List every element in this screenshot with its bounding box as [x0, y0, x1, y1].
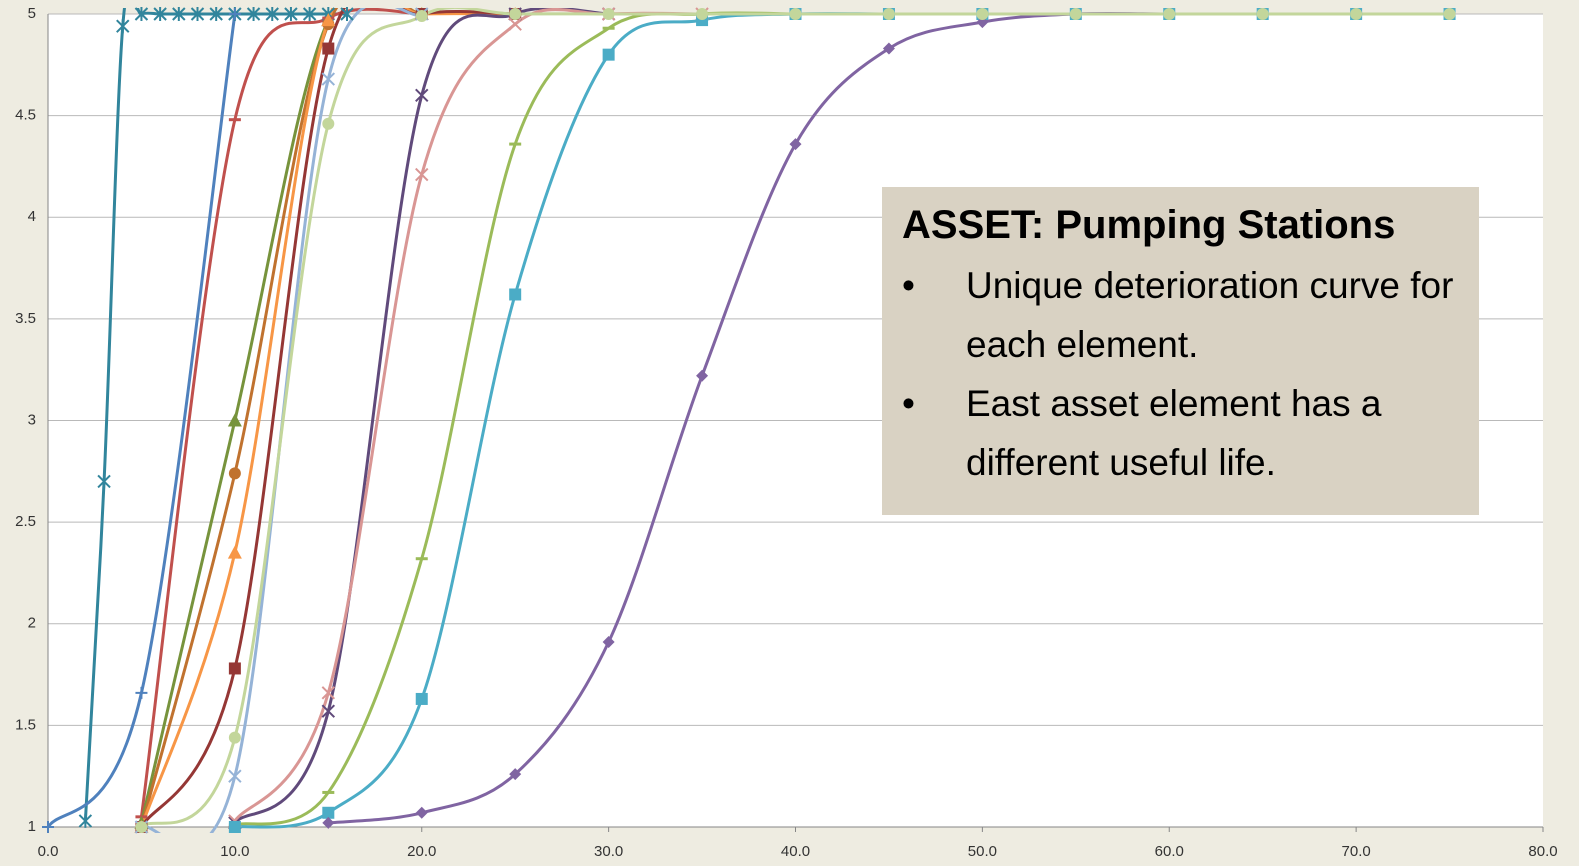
marker: [602, 636, 615, 649]
annotation-title: ASSET: Pumping Stations: [902, 203, 1396, 247]
marker: [228, 821, 241, 833]
marker: [116, 19, 130, 34]
annotation-bullet: Unique deterioration curve for each elem…: [902, 256, 1459, 374]
y-tick-label: 3.5: [15, 310, 36, 327]
marker: [227, 413, 242, 427]
x-tick-label: 50.0: [968, 843, 997, 860]
marker: [415, 167, 429, 182]
marker: [1443, 8, 1456, 20]
marker: [209, 7, 223, 21]
y-tick-label: 4: [28, 208, 36, 225]
marker: [135, 821, 148, 833]
marker: [696, 369, 709, 382]
annotation-box: ASSET: Pumping Stations Unique deteriora…: [882, 187, 1479, 515]
marker: [153, 7, 167, 21]
y-tick-label: 1.5: [15, 716, 36, 733]
x-tick-label: 40.0: [781, 843, 810, 860]
series-line: [48, 13, 237, 828]
y-tick-label: 5: [28, 5, 36, 22]
marker: [265, 7, 279, 21]
marker: [228, 8, 241, 20]
marker: [228, 731, 241, 744]
marker: [509, 768, 522, 781]
marker: [97, 474, 111, 489]
y-tick-label: 1: [28, 818, 36, 835]
marker: [321, 72, 336, 86]
marker: [602, 48, 615, 61]
series-line: [139, 8, 422, 824]
marker: [696, 8, 709, 20]
series-lines: [48, 8, 1450, 833]
series-line: [83, 8, 347, 821]
marker: [1256, 8, 1269, 20]
marker: [228, 769, 242, 783]
series-markers: [42, 7, 1456, 834]
marker: [415, 692, 428, 705]
marker: [1350, 8, 1363, 20]
marker: [228, 467, 241, 480]
annotation-list: Unique deterioration curve for each elem…: [902, 256, 1459, 492]
marker: [340, 7, 354, 21]
marker: [509, 288, 522, 301]
x-tick-label: 30.0: [594, 843, 623, 860]
marker: [1069, 8, 1082, 20]
marker: [321, 686, 336, 700]
y-tick-label: 4.5: [15, 107, 36, 124]
marker: [228, 662, 241, 675]
marker: [322, 806, 335, 819]
marker: [602, 8, 615, 20]
marker: [508, 17, 522, 31]
marker: [190, 7, 205, 21]
x-tick-label: 0.0: [38, 843, 59, 860]
marker: [246, 7, 261, 21]
y-tick-label: 2: [28, 615, 36, 632]
annotation-bullet: East asset element has a different usefu…: [902, 374, 1459, 492]
x-tick-label: 70.0: [1342, 843, 1371, 860]
marker: [789, 8, 802, 20]
y-tick-label: 2.5: [15, 513, 36, 530]
marker: [302, 7, 317, 21]
marker: [321, 704, 336, 718]
marker: [322, 816, 335, 829]
marker: [284, 7, 298, 21]
marker: [321, 13, 336, 27]
marker: [78, 813, 93, 828]
series-line: [139, 8, 422, 828]
marker: [415, 10, 428, 23]
marker: [227, 545, 242, 559]
x-tick-label: 20.0: [407, 843, 436, 860]
marker: [135, 686, 148, 699]
marker: [1163, 8, 1176, 20]
x-tick-label: 60.0: [1155, 843, 1184, 860]
marker: [789, 138, 802, 151]
marker: [322, 42, 335, 55]
marker: [882, 8, 895, 20]
marker: [134, 7, 149, 21]
marker: [509, 8, 522, 20]
marker: [172, 7, 186, 21]
marker: [976, 8, 989, 20]
marker: [415, 88, 429, 103]
marker: [322, 117, 335, 130]
x-tick-label: 80.0: [1528, 843, 1557, 860]
x-tick-label: 10.0: [220, 843, 249, 860]
marker: [415, 806, 428, 819]
marker: [882, 42, 895, 55]
y-tick-label: 3: [28, 411, 36, 428]
marker: [42, 821, 54, 833]
